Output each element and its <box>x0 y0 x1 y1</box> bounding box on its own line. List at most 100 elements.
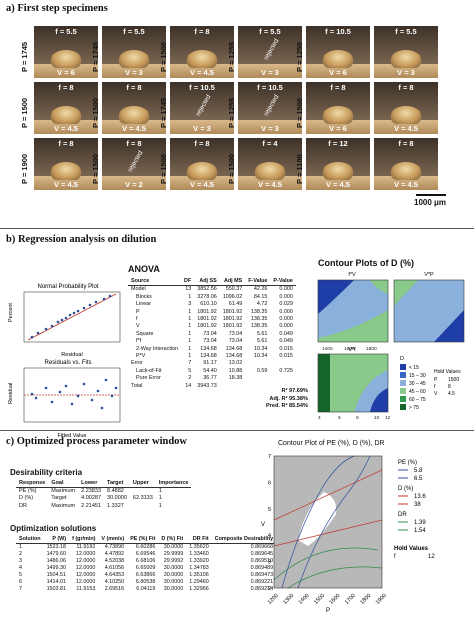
table-cell: Error <box>131 360 143 367</box>
table-row: 4 1499.30 12.0000 4.61056 6.65009 30.0000 1.34… <box>16 565 276 572</box>
hold-values-title: Hold Values <box>434 369 461 375</box>
table-cell: 30.0000 <box>163 544 184 550</box>
overlay-title: Contour Plot of PE (%), D (%), DR <box>278 440 385 447</box>
specimen-grid: f = 5.5 V = 6 f = 5.5 V = 3 P = 1745 f = 8 V =… <box>34 26 444 194</box>
table-cell: 4 <box>19 565 22 571</box>
table-cell: 30.0000 <box>107 495 127 502</box>
svg-text:8: 8 <box>356 415 359 420</box>
speed-label: V = 3 <box>125 68 143 77</box>
y-tick-label: 6 <box>268 480 271 486</box>
table-cell: 29.9999 <box>163 551 184 557</box>
table-cell: 1414.01 <box>46 579 67 585</box>
x-tick-label: 1500 <box>313 593 326 606</box>
table-cell: 1.35106 <box>189 572 209 578</box>
power-label: P = 1745 <box>159 97 168 128</box>
rvf-point <box>30 392 34 396</box>
npp-point <box>68 313 72 317</box>
table-cell: 2-Way Interaction <box>136 345 179 352</box>
anova-table: Source DF Adj SS Adj MS F-Value P-Value Model… <box>128 278 296 390</box>
npp-point <box>36 331 40 335</box>
table-cell: 12.0000 <box>75 565 96 571</box>
specimen-image: f = 8 V = 4.5 P = 1500 <box>159 26 234 78</box>
table-cell: 54.40 <box>203 367 217 374</box>
table-cell: 30.0000 <box>163 579 184 585</box>
table-cell: 6.60286 <box>135 544 156 550</box>
table-cell: 42.26 <box>253 286 268 293</box>
specimen-image: f = 5.5 V = 3 <box>374 26 438 78</box>
table-cell: 12.0000 <box>75 579 96 585</box>
table-cell: 1801.92 <box>197 308 217 315</box>
table-cell: 73.04 <box>228 330 243 337</box>
npp-point <box>72 311 76 315</box>
specimen-image: f = 12 V = 4.5 P = 1100 <box>295 138 370 190</box>
table-cell: 1 <box>188 293 192 300</box>
table-cell: 1801.92 <box>197 323 217 330</box>
table-row: Lack-of-Fit 5 54.40 10.88 0.59 0.725 <box>128 368 296 375</box>
npp-title: Normal Probability Plot <box>37 284 98 290</box>
adj-r2-label: Adj. R² <box>269 395 288 402</box>
table-cell: Model <box>131 286 146 293</box>
panel3-label: V*f <box>348 347 356 353</box>
contour-panel-v-p: V*P <box>393 272 465 343</box>
npp-point <box>102 297 106 301</box>
table-cell: 6.68106 <box>135 558 156 564</box>
table-cell: 4.00287 <box>81 495 102 502</box>
rvf-point <box>64 384 68 388</box>
table-cell: 3 <box>188 301 192 308</box>
table-cell: 4.52038 <box>104 558 125 564</box>
table-cell: 1.32966 <box>189 586 209 592</box>
feed-rate-label: f = 10.5 <box>189 83 215 92</box>
power-label: P = 1500 <box>91 97 100 128</box>
table-cell: 1.3327 <box>107 502 124 509</box>
table-cell: 1486.06 <box>46 558 67 564</box>
table-cell: 2.69516 <box>104 586 125 592</box>
speed-label: V = 4.5 <box>54 124 78 133</box>
npp-point <box>56 320 60 324</box>
table-cell: Linear <box>136 301 151 308</box>
optimization-table: Solution P (W) f (gr/min) V (mm/s) PE (%) Fi… <box>16 536 277 593</box>
legend-label: 1.39 <box>414 520 426 526</box>
table-cell: 1801.92 <box>222 323 243 330</box>
divider-b <box>0 430 474 431</box>
legend-swatch <box>400 404 406 410</box>
npp-point <box>94 300 98 304</box>
y-tick-label: 7 <box>268 454 271 460</box>
rvf-point <box>58 390 62 394</box>
table-row: Total 14 3943.73 <box>128 383 296 390</box>
table-row: f*f 1 73.04 73.04 5.61 0.049 <box>128 338 296 345</box>
x-tick-label: 1300 <box>282 593 295 606</box>
feed-rate-label: f = 8 <box>398 83 414 92</box>
specimen-image: f = 4 V = 4.5 P = 1500 <box>227 138 302 190</box>
speed-label: V = 3 <box>261 124 279 133</box>
specimen-image: f = 8 V = 6 P = 1500 <box>295 82 370 134</box>
table-cell: 30.0000 <box>163 572 184 578</box>
table-cell: 1096.02 <box>222 293 243 300</box>
panel1-label: f*V <box>348 272 356 278</box>
legend-label: 60 – 75 <box>409 397 426 403</box>
table-cell: 1504.51 <box>46 572 67 578</box>
table-cell: 0.015 <box>279 345 293 352</box>
rvf-point <box>76 394 80 398</box>
anova-header: Adj MS <box>219 278 246 287</box>
table-cell: 6.65009 <box>135 565 156 571</box>
feed-rate-label: f = 12 <box>328 139 348 148</box>
feed-rate-label: f = 4 <box>262 139 278 148</box>
svg-text:4: 4 <box>318 415 321 420</box>
normal-probability-plot: Normal Probability Plot Percent Residual <box>8 284 121 358</box>
table-cell: 6.63866 <box>135 572 156 578</box>
table-row: D (%) Target 4.00287 30.0000 62.3133 1 <box>16 495 191 502</box>
desirability-table: Response Goal Lower Target Upper Importance P… <box>16 480 192 510</box>
des-header: Lower <box>78 480 105 489</box>
table-cell: 18.38 <box>228 375 243 382</box>
table-cell: Target <box>51 495 67 502</box>
npp-point <box>50 324 54 328</box>
table-cell: Blocks <box>136 293 152 300</box>
legend-label: 5.8 <box>414 468 423 474</box>
hold-value: 8 <box>448 384 451 390</box>
table-row: Error 7 91.17 13.02 <box>128 360 296 367</box>
table-cell: 0.869214 <box>250 586 274 592</box>
contour-legend-title: D <box>400 356 404 362</box>
table-cell: 2.23833 <box>81 488 102 495</box>
power-label: P = 1255 <box>295 41 304 72</box>
table-cell: 11.9192 <box>76 544 96 550</box>
